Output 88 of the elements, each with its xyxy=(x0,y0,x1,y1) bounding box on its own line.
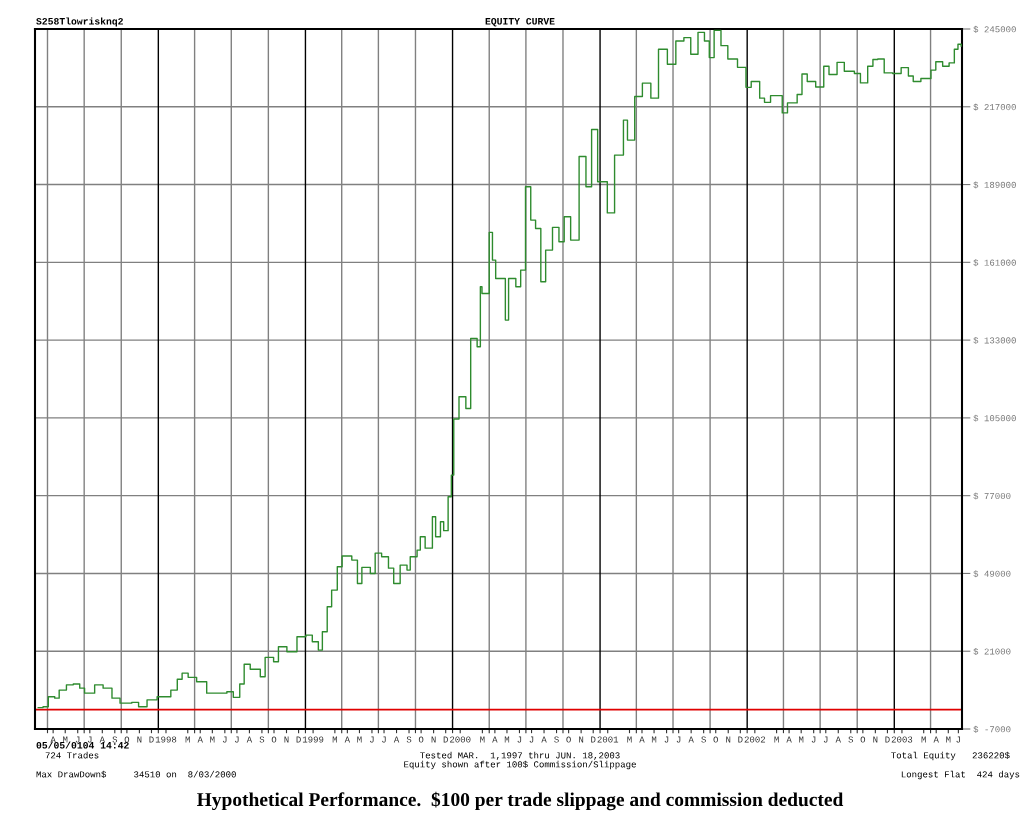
x-tick-label: J xyxy=(382,736,386,743)
x-tick-label: M xyxy=(332,736,337,743)
x-tick-label: M xyxy=(651,736,657,743)
x-tick-label: 2000 xyxy=(450,736,471,743)
x-tick-label: S xyxy=(406,736,412,743)
x-tick-label: A xyxy=(197,736,203,743)
x-tick-label: S xyxy=(554,736,559,743)
x-tick-label: A xyxy=(835,736,841,743)
x-tick-label: A xyxy=(688,736,694,743)
x-tick-label: M xyxy=(946,736,951,743)
y-tick-label: $ -7000 xyxy=(973,725,1011,733)
y-tick-label: $ 217000 xyxy=(973,103,1016,111)
x-tick-label: M xyxy=(210,736,215,743)
x-tick-label: M xyxy=(63,736,68,743)
x-tick-label: M xyxy=(921,736,926,743)
x-tick-label: J xyxy=(234,736,239,743)
x-tick-label: J xyxy=(87,736,92,743)
x-tick-label: A xyxy=(492,736,498,743)
x-tick-label: S xyxy=(848,736,854,743)
x-tick-label: 1999 xyxy=(302,736,324,743)
x-tick-label: N xyxy=(431,736,436,743)
y-tick-label: $ 245000 xyxy=(973,25,1016,33)
x-tick-label: J xyxy=(529,736,534,743)
x-tick-label: O xyxy=(860,736,866,743)
x-tick-label: S xyxy=(112,736,118,743)
x-tick-label: O xyxy=(713,736,718,743)
x-tick-label: J xyxy=(222,736,227,743)
x-tick-label: N xyxy=(579,736,584,743)
x-tick-label: O xyxy=(271,736,277,743)
x-tick-label: M xyxy=(799,736,804,743)
x-tick-label: O xyxy=(566,736,571,743)
x-tick-label: A xyxy=(393,736,400,743)
x-tick-label: A xyxy=(99,736,106,743)
text: Equity shown after 100$ Commission/Slippage xyxy=(404,760,636,770)
y-tick-label: $ 21000 xyxy=(973,647,1011,656)
y-tick-label: $ 161000 xyxy=(973,259,1016,267)
x-tick-label: J xyxy=(517,736,522,743)
x-tick-label: O xyxy=(418,736,424,743)
x-tick-label: M xyxy=(357,736,362,743)
y-tick-label: $ 77000 xyxy=(973,492,1011,500)
x-tick-label: D xyxy=(443,736,448,743)
x-tick-label: D xyxy=(738,736,743,743)
x-tick-label: 1998 xyxy=(155,736,177,743)
x-tick-label: N xyxy=(726,736,731,743)
x-tick-label: M xyxy=(627,736,632,743)
x-tick-label: S xyxy=(701,736,706,743)
x-tick-label: A xyxy=(344,736,351,743)
y-tick-label: $ 105000 xyxy=(973,414,1016,422)
x-tick-label: M xyxy=(480,736,485,743)
x-tick-label: D xyxy=(591,736,596,743)
x-tick-label: J xyxy=(823,736,828,743)
x-tick-label: N xyxy=(137,736,142,743)
x-tick-label: J xyxy=(75,736,80,743)
text: Total Equity 236220$ xyxy=(891,751,1010,761)
text: S258Tlowrisknq2 xyxy=(36,17,123,27)
x-tick-label: 2001 xyxy=(597,736,619,743)
text: Tested MAR. 1,1997 thru JUN. 18,2003 xyxy=(420,751,620,760)
x-tick-label: A xyxy=(50,736,56,743)
x-tick-label: 2002 xyxy=(744,736,766,743)
x-tick-label: M xyxy=(504,736,510,743)
x-tick-label: M xyxy=(185,736,190,743)
text: Longest Flat 424 days xyxy=(901,770,1020,780)
y-tick-label: $ 49000 xyxy=(973,570,1011,578)
x-tick-label: O xyxy=(124,736,130,743)
x-tick-label: D xyxy=(149,736,154,743)
x-tick-label: S xyxy=(259,736,265,743)
text: Hypothetical Performance. $100 per trade slippage and commission deducted xyxy=(197,791,844,811)
x-tick-label: M xyxy=(774,736,779,743)
x-tick-label: A xyxy=(541,736,547,743)
x-tick-label: D xyxy=(296,736,301,743)
y-tick-label: $ 189000 xyxy=(973,181,1016,189)
x-tick-label: A xyxy=(639,736,645,743)
x-tick-label: J xyxy=(811,736,816,743)
x-tick-label: J xyxy=(956,736,961,743)
x-tick-label: A xyxy=(786,736,792,743)
x-tick-label: 2003 xyxy=(891,736,913,743)
x-tick-label: J xyxy=(664,736,669,743)
x-tick-label: A xyxy=(933,736,939,743)
y-tick-label: $ 133000 xyxy=(973,336,1016,344)
x-tick-label: D xyxy=(885,736,890,743)
x-tick-label: N xyxy=(284,736,289,743)
text: Max DrawDown$ 34510 on 8/03/2000 xyxy=(36,770,236,778)
x-tick-label: J xyxy=(370,736,374,743)
x-tick-label: A xyxy=(246,736,253,743)
x-tick-label: J xyxy=(676,736,681,743)
x-tick-label: N xyxy=(873,736,878,743)
chart-title: EQUITY CURVE xyxy=(485,18,555,27)
text: 724 Trades xyxy=(45,751,99,759)
